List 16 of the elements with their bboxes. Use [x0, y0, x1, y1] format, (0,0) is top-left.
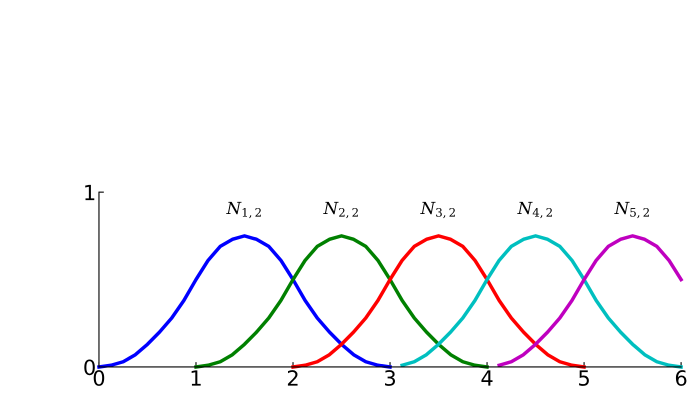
line-series — [97, 234, 392, 369]
series-label: N$_{2,2}$ — [323, 202, 358, 218]
line-series — [194, 234, 489, 369]
line-series — [497, 234, 683, 367]
x-tick-label: 3 — [384, 370, 395, 386]
x-tick-label: 2 — [288, 370, 298, 386]
x-tick-label: 5 — [579, 370, 589, 386]
series-label: N$_{5,2}$ — [614, 202, 649, 218]
x-tick-label: 4 — [481, 370, 493, 386]
x-tick-label: 1 — [192, 370, 201, 386]
series-label: N$_{4,2}$ — [517, 202, 552, 218]
series-label: N$_{1,2}$ — [226, 202, 261, 218]
x-tick-label: 6 — [676, 370, 686, 386]
series-label: N$_{3,2}$ — [420, 202, 455, 218]
line-series — [291, 234, 586, 369]
line-series — [400, 234, 683, 369]
